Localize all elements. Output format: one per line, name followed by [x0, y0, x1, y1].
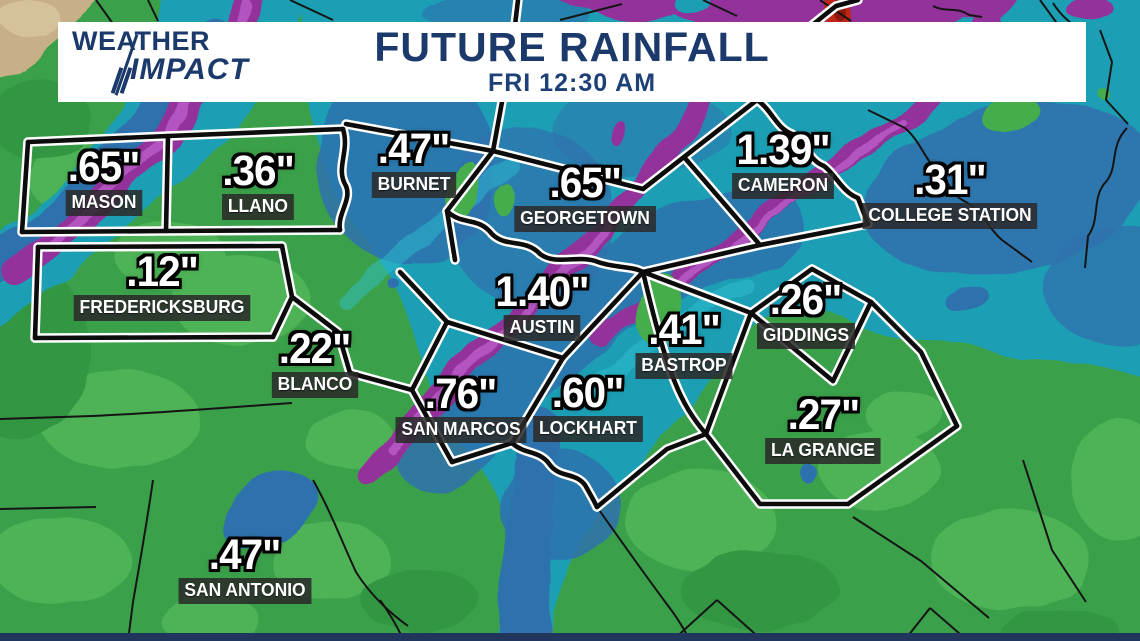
- rainfall-value: .22": [279, 325, 352, 373]
- county-name-chip: LLANO: [222, 194, 294, 220]
- rainfall-label-fredericksburg: .12" FREDERICKSBURG: [71, 251, 253, 321]
- rainfall-label-cameron: 1.39" CAMERON: [731, 129, 836, 199]
- rainfall-label-mason: .65" MASON: [65, 146, 144, 216]
- county-name-chip: BLANCO: [271, 372, 359, 398]
- rainfall-value: .27": [787, 391, 860, 439]
- header-banner: WEATHER IMPACT FUTURE RAINFALL FRI 12:30…: [58, 22, 1086, 102]
- logo-weather-text: WEATHER: [72, 26, 210, 56]
- county-name-chip: CAMERON: [732, 173, 834, 199]
- rainfall-value: .65": [68, 143, 141, 191]
- county-name-chip: GEORGETOWN: [514, 206, 656, 232]
- rainfall-value: .12": [126, 248, 199, 296]
- county-borders-thick: [17, 0, 962, 512]
- county-name-chip: COLLEGE STATION: [862, 203, 1038, 229]
- rainfall-label-college-station: .31" COLLEGE STATION: [860, 159, 1040, 229]
- county-name-chip: BURNET: [371, 172, 457, 198]
- rainfall-label-llano: .36" LLANO: [220, 150, 296, 220]
- rainfall-label-bastrop: .41" BASTROP: [634, 309, 734, 379]
- bottom-bar: [0, 633, 1140, 641]
- rainfall-label-san-marcos: .76" SAN MARCOS: [393, 373, 528, 443]
- map-title: FUTURE RAINFALL: [374, 24, 770, 70]
- rainfall-value: .26": [770, 276, 843, 324]
- county-name-chip: GIDDINGS: [757, 323, 855, 349]
- rainfall-label-la-grange: .27" LA GRANGE: [763, 394, 882, 464]
- county-name-chip: FREDERICKSBURG: [73, 295, 251, 321]
- rainfall-value: 1.39": [736, 126, 830, 174]
- rainfall-label-georgetown: .65" GEORGETOWN: [512, 162, 658, 232]
- rainfall-value: .65": [549, 159, 622, 207]
- rainfall-label-burnet: .47" BURNET: [371, 128, 458, 198]
- rainfall-label-austin: 1.40" AUSTIN: [492, 271, 591, 341]
- rainfall-label-san-antonio: .47" SAN ANTONIO: [176, 534, 313, 604]
- rainfall-label-blanco: .22" BLANCO: [271, 328, 360, 398]
- county-name-chip: MASON: [65, 190, 143, 216]
- county-name-chip: SAN ANTONIO: [178, 578, 312, 604]
- weather-impact-logo: WEATHER IMPACT: [72, 26, 332, 97]
- county-name-chip: LA GRANGE: [765, 438, 881, 464]
- county-name-chip: LOCKHART: [533, 416, 643, 442]
- rainfall-value: .60": [552, 369, 625, 417]
- rainfall-value: .41": [648, 306, 721, 354]
- rainfall-value: .47": [378, 125, 451, 173]
- map-timestamp: FRI 12:30 AM: [487, 69, 657, 97]
- rainfall-value: .36": [222, 147, 295, 195]
- rainfall-value: 1.40": [495, 268, 589, 316]
- logo-impact-text: IMPACT: [130, 52, 249, 86]
- rainfall-label-giddings: .26" GIDDINGS: [755, 279, 856, 349]
- county-name-chip: AUSTIN: [503, 315, 581, 341]
- rainfall-value: .47": [209, 531, 282, 579]
- county-name-chip: SAN MARCOS: [395, 417, 527, 443]
- rainfall-value: .31": [914, 156, 987, 204]
- rainfall-value: .76": [425, 370, 498, 418]
- header-titles: FUTURE RAINFALL FRI 12:30 AM: [58, 27, 1086, 98]
- county-name-chip: BASTROP: [635, 353, 733, 379]
- rainfall-label-lockhart: .60" LOCKHART: [532, 372, 645, 442]
